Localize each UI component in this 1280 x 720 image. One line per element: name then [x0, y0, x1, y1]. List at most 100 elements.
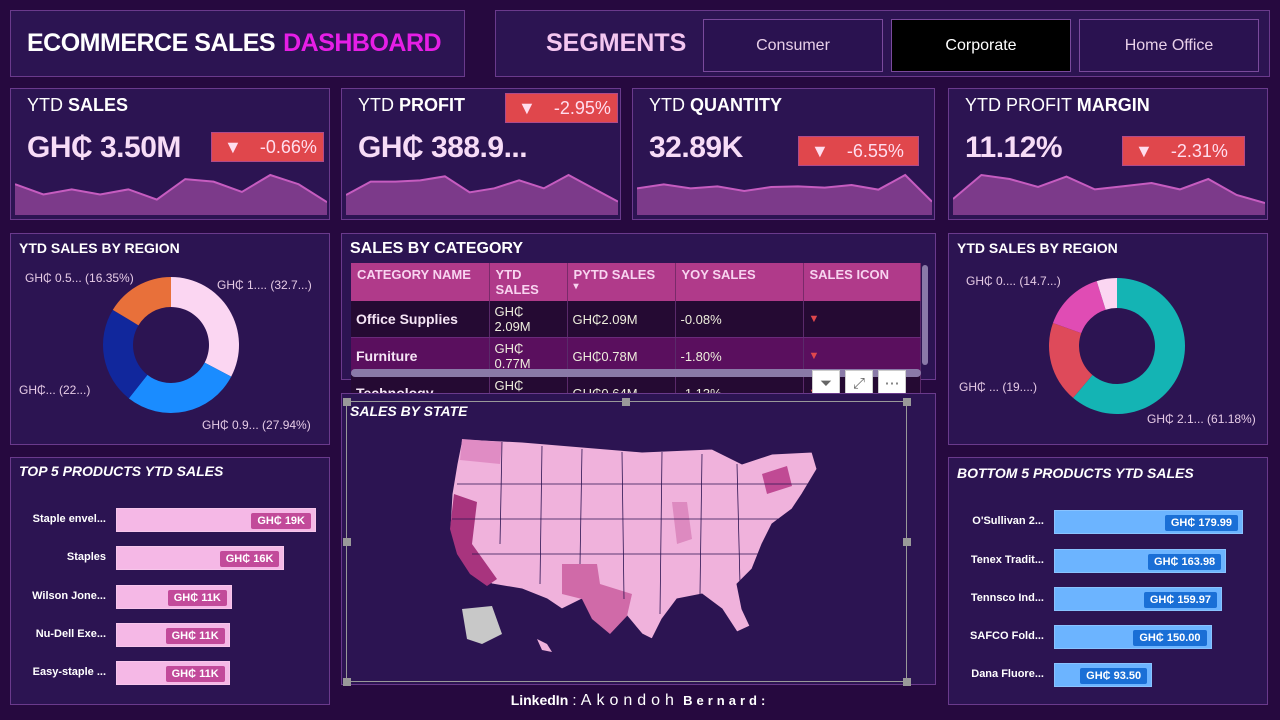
donut-label: GH₵ 1.... (32.7...): [217, 278, 312, 292]
sparkline-line: [15, 173, 327, 204]
bar-value-label: GH₵ 11K: [165, 666, 225, 682]
product-name: Staples: [66, 551, 106, 563]
product-bar[interactable]: GH₵ 163.98: [1054, 549, 1227, 573]
map-alaska: [462, 606, 502, 644]
donut-slice[interactable]: [1049, 323, 1093, 398]
donut-label: GH₵ ... (19....): [959, 380, 1038, 394]
triangle-down-icon: ▼: [224, 136, 242, 157]
resize-handle[interactable]: [343, 678, 351, 686]
panel-title: BOTTOM 5 PRODUCTS YTD SALES: [957, 465, 1194, 481]
resize-handle[interactable]: [903, 398, 911, 406]
product-name: O'Sullivan 2...: [972, 515, 1044, 527]
donut-label: GH₵ 0.5... (16.35%): [25, 271, 134, 285]
kpi-sparkline: [953, 173, 1265, 215]
segment-corporate-button[interactable]: Corporate: [891, 19, 1071, 72]
column-header[interactable]: YTD SALES: [489, 263, 568, 301]
kpi-title: YTD PROFIT: [358, 95, 466, 115]
product-name: Tennsco Ind...: [970, 592, 1044, 604]
kpi-delta-value: -2.31%: [1170, 140, 1228, 161]
column-header[interactable]: PYTD SALES ▾: [567, 263, 676, 301]
table-cell: GH₵2.09M: [567, 301, 676, 338]
segment-consumer-button[interactable]: Consumer: [703, 19, 883, 72]
title-highlight: DASHBOARD: [283, 29, 442, 57]
kpi-value: 32.89K: [649, 131, 743, 164]
kpi-card: YTD SALES GH₵ 3.50M ▼ -0.66%: [10, 88, 330, 220]
table-cell: GH₵ 2.09M: [489, 301, 568, 338]
horizontal-scrollbar[interactable]: [351, 369, 921, 377]
dashboard-title: ECOMMERCE SALES DASHBOARD: [10, 10, 465, 77]
product-name: Tenex Tradit...: [970, 554, 1044, 566]
map-contiguous-us: [449, 438, 818, 640]
donut-label: GH₵ 0.9... (27.94%): [202, 418, 311, 432]
resize-handle[interactable]: [622, 398, 630, 406]
resize-handle[interactable]: [903, 538, 911, 546]
table-row[interactable]: Office Supplies GH₵ 2.09M GH₵2.09M -0.08% ▼: [351, 301, 921, 338]
donut-slice[interactable]: [1073, 278, 1185, 414]
product-bar[interactable]: GH₵ 11K: [116, 661, 230, 685]
kpi-title: YTD QUANTITY: [649, 95, 783, 115]
footer-separator: :: [568, 692, 581, 709]
sales-by-region-right-panel: YTD SALES BY REGION GH₵ 0.... (14.7...) …: [948, 233, 1268, 445]
product-name: Dana Fluore...: [971, 668, 1044, 680]
product-bar[interactable]: GH₵ 11K: [116, 585, 232, 609]
kpi-delta-value: -6.55%: [846, 140, 904, 161]
map-state-illinois: [672, 502, 692, 544]
column-header[interactable]: SALES ICON: [803, 263, 921, 301]
sales-by-category-panel: SALES BY CATEGORY CATEGORY NAME YTD SALE…: [341, 233, 936, 412]
triangle-down-icon: ▼: [811, 140, 829, 161]
map-state-borders: [452, 441, 812, 615]
product-name: Wilson Jone...: [32, 590, 106, 602]
top-5-products-panel: TOP 5 PRODUCTS YTD SALES Staple envel...…: [10, 457, 330, 705]
kpi-delta-badge: ▼ -2.31%: [1122, 136, 1245, 166]
donut-slice[interactable]: [1096, 278, 1117, 310]
resize-handle[interactable]: [343, 538, 351, 546]
donut-slice[interactable]: [112, 277, 171, 326]
product-bar[interactable]: GH₵ 159.97: [1054, 587, 1222, 611]
panel-title: TOP 5 PRODUCTS YTD SALES: [19, 463, 224, 479]
product-bar[interactable]: GH₵ 19K: [116, 508, 316, 532]
table-cell: GH₵0.78M: [567, 337, 676, 375]
kpi-value: GH₵ 388.9...: [358, 131, 528, 164]
product-bar[interactable]: GH₵ 179.99: [1054, 510, 1243, 534]
bottom-5-products-panel: BOTTOM 5 PRODUCTS YTD SALES O'Sullivan 2…: [948, 457, 1268, 705]
donut-slice[interactable]: [171, 277, 239, 377]
kpi-sparkline: [346, 173, 618, 215]
table-cell: Furniture: [351, 337, 490, 375]
kpi-value: 11.12%: [965, 131, 1063, 164]
product-bar[interactable]: GH₵ 150.00: [1054, 625, 1212, 649]
focus-mode-icon[interactable]: ⤢: [845, 370, 873, 396]
donut-slice[interactable]: [102, 309, 148, 399]
donut-slice[interactable]: [1052, 281, 1106, 334]
donut-slice[interactable]: [128, 362, 232, 413]
bar-value-label: GH₵ 16K: [219, 551, 280, 567]
sparkline-line: [637, 173, 932, 203]
column-header[interactable]: CATEGORY NAME: [351, 263, 490, 301]
map-state-california: [450, 494, 497, 586]
donut-label: GH₵ 0.... (14.7...): [966, 274, 1061, 288]
resize-handle[interactable]: [343, 398, 351, 406]
product-bar[interactable]: GH₵ 93.50: [1054, 663, 1153, 687]
product-bar[interactable]: GH₵ 11K: [116, 623, 230, 647]
segment-home-office-button[interactable]: Home Office: [1079, 19, 1259, 72]
region-donut-chart: [102, 277, 239, 413]
kpi-sparkline: [637, 173, 932, 215]
kpi-card: YTD QUANTITY 32.89K ▼ -6.55%: [632, 88, 935, 220]
table-row[interactable]: Furniture GH₵ 0.77M GH₵0.78M -1.80% ▼: [351, 337, 921, 375]
table-cell: -0.08%: [675, 301, 804, 338]
segments-label: SEGMENTS: [546, 29, 687, 57]
column-header[interactable]: YOY SALES: [675, 263, 804, 301]
kpi-sparkline: [15, 173, 327, 215]
kpi-delta-badge: ▼ -2.95%: [505, 93, 618, 123]
product-bar[interactable]: GH₵ 16K: [116, 546, 285, 570]
kpi-card: YTD PROFIT GH₵ 388.9... ▼ -2.95%: [341, 88, 621, 220]
panel-title: YTD SALES BY REGION: [957, 240, 1118, 256]
product-name: SAFCO Fold...: [970, 630, 1044, 642]
vertical-scrollbar[interactable]: [922, 265, 928, 365]
resize-handle[interactable]: [903, 678, 911, 686]
panel-title: SALES BY STATE: [350, 403, 468, 419]
sales-by-state-panel: SALES BY STATE: [341, 393, 936, 686]
bar-value-label: GH₵ 159.97: [1143, 592, 1217, 608]
donut-label: GH₵... (22...): [19, 383, 91, 397]
kpi-title: YTD SALES: [27, 95, 129, 115]
footer-end: :: [760, 693, 770, 708]
